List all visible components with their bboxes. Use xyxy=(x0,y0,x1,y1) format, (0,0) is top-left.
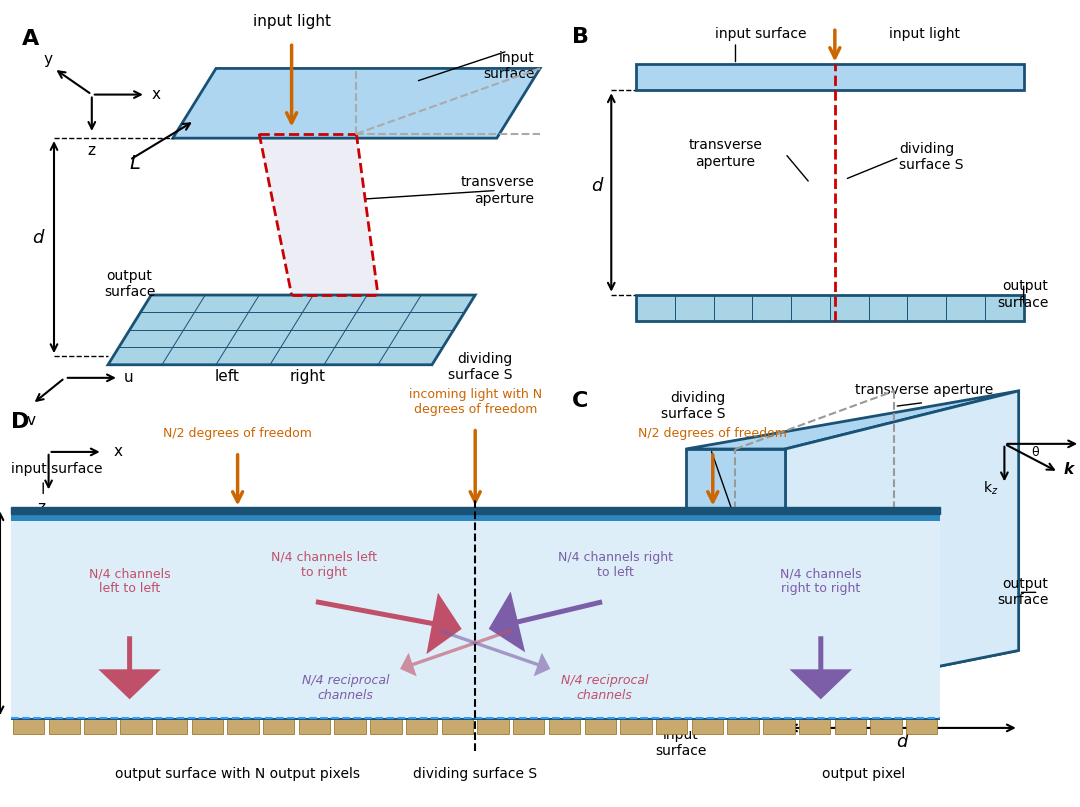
Text: N/4 reciprocal
channels: N/4 reciprocal channels xyxy=(561,674,649,702)
Text: input surface: input surface xyxy=(11,462,103,476)
Bar xyxy=(835,718,866,734)
Text: left: left xyxy=(214,369,240,384)
Text: dividing
surface S: dividing surface S xyxy=(448,352,513,382)
Text: N/4 channels left
to right: N/4 channels left to right xyxy=(271,551,377,579)
FancyBboxPatch shape xyxy=(636,295,1024,320)
Text: k$_z$: k$_z$ xyxy=(983,479,998,496)
Text: d: d xyxy=(31,228,43,247)
Text: x: x xyxy=(113,445,122,459)
Polygon shape xyxy=(686,650,1018,697)
Bar xyxy=(406,718,437,734)
Bar xyxy=(299,718,330,734)
Bar xyxy=(156,718,187,734)
Text: v: v xyxy=(27,412,36,428)
Polygon shape xyxy=(735,515,894,631)
Text: k: k xyxy=(1064,462,1074,477)
Text: N/4 channels right
to left: N/4 channels right to left xyxy=(558,551,673,579)
Bar xyxy=(764,718,795,734)
Bar xyxy=(11,718,940,720)
Text: output
surface: output surface xyxy=(104,269,156,299)
Text: y: y xyxy=(43,52,52,67)
Bar xyxy=(656,718,687,734)
Bar xyxy=(549,718,580,734)
Text: z: z xyxy=(87,143,96,157)
Text: N/2 degrees of freedom: N/2 degrees of freedom xyxy=(638,427,787,440)
Bar xyxy=(870,718,902,734)
Bar xyxy=(728,718,759,734)
Text: D: D xyxy=(11,412,29,432)
Bar xyxy=(120,718,151,734)
Text: B: B xyxy=(571,27,589,48)
Text: N/2 degrees of freedom: N/2 degrees of freedom xyxy=(163,427,312,440)
Text: transverse aperture: transverse aperture xyxy=(855,383,994,397)
Bar xyxy=(11,508,940,515)
Bar xyxy=(584,718,616,734)
Bar xyxy=(11,515,940,521)
Bar xyxy=(49,718,80,734)
Text: input light: input light xyxy=(253,15,330,29)
Bar xyxy=(620,718,651,734)
Bar xyxy=(906,718,937,734)
Bar xyxy=(13,718,44,734)
Polygon shape xyxy=(686,391,1018,449)
Bar xyxy=(335,718,366,734)
Bar xyxy=(191,718,222,734)
Bar xyxy=(264,718,295,734)
Text: input
light: input light xyxy=(579,558,615,588)
Bar xyxy=(513,718,544,734)
Text: input light: input light xyxy=(889,27,960,41)
Polygon shape xyxy=(108,295,475,365)
Bar xyxy=(477,718,509,734)
Text: x: x xyxy=(151,87,160,102)
Text: d: d xyxy=(896,734,907,751)
Bar xyxy=(799,718,831,734)
Text: C: C xyxy=(571,391,588,411)
Text: dividing
surface S: dividing surface S xyxy=(661,391,726,421)
Text: u: u xyxy=(124,370,134,385)
Bar xyxy=(370,718,402,734)
Text: output pixel: output pixel xyxy=(822,767,906,780)
Text: A: A xyxy=(22,29,39,49)
Text: N/4 reciprocal
channels: N/4 reciprocal channels xyxy=(301,674,390,702)
Text: transverse
aperture: transverse aperture xyxy=(689,138,762,169)
Text: N/4 channels
left to left: N/4 channels left to left xyxy=(89,567,171,595)
Text: dividing
surface S: dividing surface S xyxy=(900,142,964,173)
Bar xyxy=(691,718,724,734)
Text: transverse
aperture: transverse aperture xyxy=(461,175,535,206)
Bar xyxy=(11,508,940,718)
Text: dividing surface S: dividing surface S xyxy=(414,767,537,780)
Text: L: L xyxy=(130,153,140,173)
Polygon shape xyxy=(686,449,785,697)
Bar xyxy=(442,718,473,734)
Text: output surface with N output pixels: output surface with N output pixels xyxy=(116,767,360,780)
Text: output
surface: output surface xyxy=(997,279,1049,310)
Polygon shape xyxy=(785,391,1018,697)
Text: θ: θ xyxy=(1031,446,1039,459)
Text: d: d xyxy=(591,177,602,194)
Bar xyxy=(227,718,259,734)
Text: incoming light with N
degrees of freedom: incoming light with N degrees of freedom xyxy=(408,387,542,416)
Polygon shape xyxy=(173,69,540,138)
Text: N/4 channels
right to right: N/4 channels right to right xyxy=(780,567,862,595)
Text: input
surface: input surface xyxy=(656,728,706,758)
Text: z: z xyxy=(38,500,45,516)
Bar xyxy=(84,718,116,734)
Text: input surface: input surface xyxy=(715,27,806,41)
Text: output
surface: output surface xyxy=(997,577,1049,608)
FancyBboxPatch shape xyxy=(636,65,1024,90)
Text: input
surface: input surface xyxy=(483,51,535,82)
Text: right: right xyxy=(289,369,326,384)
Polygon shape xyxy=(259,134,378,295)
